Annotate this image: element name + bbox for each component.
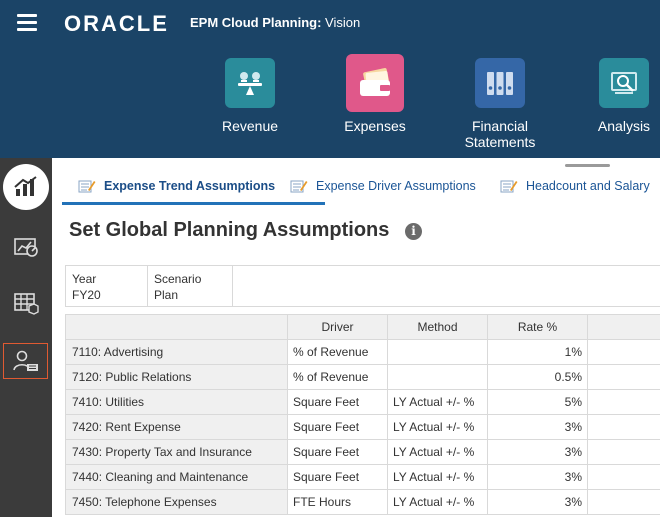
cell-rate[interactable]: 3% bbox=[487, 464, 588, 490]
grid-header-row: Driver Method Rate % bbox=[65, 314, 660, 340]
tab-2-label: Expense Driver Assumptions bbox=[316, 179, 476, 193]
pov-scenario[interactable]: Scenario Plan bbox=[148, 266, 233, 306]
chart-gauge-icon[interactable] bbox=[4, 228, 48, 266]
column-header-rate: Rate % bbox=[487, 314, 588, 340]
card-financial-statements[interactable]: Financial Statements bbox=[440, 58, 560, 150]
column-header-driver: Driver bbox=[287, 314, 388, 340]
pov-year-member: FY20 bbox=[72, 288, 101, 302]
card-analysis[interactable]: Analysis bbox=[564, 58, 660, 134]
cell-rate[interactable]: 3% bbox=[487, 414, 588, 440]
cell-empty bbox=[587, 489, 660, 515]
tab-1-label: Expense Trend Assumptions bbox=[104, 179, 276, 193]
top-header: ORACLE EPM Cloud Planning: Vision Revenu… bbox=[0, 0, 660, 158]
cell-empty bbox=[587, 364, 660, 390]
dashboard-home-icon[interactable] bbox=[3, 164, 49, 210]
form-edit-icon bbox=[290, 180, 308, 193]
cell-method[interactable]: LY Actual +/- % bbox=[387, 389, 488, 415]
cell-empty bbox=[587, 439, 660, 465]
pov-year[interactable]: Year FY20 bbox=[66, 266, 148, 306]
table-row: 7450: Telephone Expenses FTE Hours LY Actu… bbox=[65, 489, 660, 515]
cell-method[interactable] bbox=[387, 364, 488, 390]
table-row: 7420: Rent Expense Square Feet LY Actual +… bbox=[65, 414, 660, 440]
table-row: 7430: Property Tax and Insurance Square F… bbox=[65, 439, 660, 465]
app-title-name: Vision bbox=[321, 15, 361, 30]
user-settings-icon[interactable] bbox=[3, 343, 48, 379]
card-financial-label: Financial Statements bbox=[464, 118, 536, 150]
cell-method[interactable]: LY Actual +/- % bbox=[387, 464, 488, 490]
card-revenue[interactable]: Revenue bbox=[190, 58, 310, 134]
card-analysis-label: Analysis bbox=[597, 118, 651, 134]
cell-driver[interactable]: % of Revenue bbox=[287, 339, 388, 365]
menu-hamburger-icon[interactable] bbox=[17, 14, 37, 32]
table-row: 7410: Utilities Square Feet LY Actual +/- … bbox=[65, 389, 660, 415]
cell-driver[interactable]: FTE Hours bbox=[287, 489, 388, 515]
form-edit-icon bbox=[78, 180, 96, 193]
pov-scenario-member: Plan bbox=[154, 288, 179, 302]
tab-strip: Expense Trend Assumptions Expense Driver… bbox=[52, 158, 660, 206]
cell-empty bbox=[587, 389, 660, 415]
table-row: 7440: Cleaning and Maintenance Square Fee… bbox=[65, 464, 660, 490]
row-header-account: 7420: Rent Expense bbox=[65, 414, 288, 440]
form-edit-icon bbox=[500, 180, 518, 193]
cell-rate[interactable]: 5% bbox=[487, 389, 588, 415]
active-tab-indicator bbox=[62, 202, 325, 205]
table-row: 7120: Public Relations% of Revenue 0.5% bbox=[65, 364, 660, 390]
info-icon[interactable]: i bbox=[405, 223, 422, 240]
column-header-empty bbox=[587, 314, 660, 340]
assumptions-grid: Driver Method Rate % 7110: Advertising% … bbox=[65, 314, 660, 515]
row-header-account: 7430: Property Tax and Insurance bbox=[65, 439, 288, 465]
grid-cube-icon[interactable] bbox=[4, 284, 48, 322]
cell-rate[interactable]: 1% bbox=[487, 339, 588, 365]
cell-driver[interactable]: Square Feet bbox=[287, 389, 388, 415]
pov-scenario-dimension: Scenario bbox=[154, 272, 202, 286]
table-row: 7110: Advertising% of Revenue 1% bbox=[65, 339, 660, 365]
cell-driver[interactable]: % of Revenue bbox=[287, 364, 388, 390]
wallet-icon bbox=[346, 54, 404, 112]
row-header-account: 7120: Public Relations bbox=[65, 364, 288, 390]
left-rail bbox=[0, 158, 52, 517]
column-header-method: Method bbox=[387, 314, 488, 340]
tab-expense-driver-assumptions[interactable]: Expense Driver Assumptions bbox=[290, 178, 476, 194]
cell-rate[interactable]: 3% bbox=[487, 439, 588, 465]
grid-corner bbox=[65, 314, 288, 340]
app-title: EPM Cloud Planning: Vision bbox=[190, 15, 360, 30]
app-title-bold: EPM Cloud Planning: bbox=[190, 15, 322, 30]
card-revenue-label: Revenue bbox=[221, 118, 279, 134]
panel-drag-handle[interactable] bbox=[565, 164, 610, 167]
pov-year-dimension: Year bbox=[72, 272, 97, 286]
cell-driver[interactable]: Square Feet bbox=[287, 414, 388, 440]
row-header-account: 7450: Telephone Expenses bbox=[65, 489, 288, 515]
card-expenses-label: Expenses bbox=[344, 118, 406, 134]
tab-expense-trend-assumptions[interactable]: Expense Trend Assumptions bbox=[78, 178, 275, 194]
page-title: Set Global Planning Assumptions bbox=[69, 219, 390, 241]
row-header-account: 7440: Cleaning and Maintenance bbox=[65, 464, 288, 490]
cell-rate[interactable]: 3% bbox=[487, 489, 588, 515]
cell-driver[interactable]: Square Feet bbox=[287, 439, 388, 465]
analysis-icon bbox=[599, 58, 649, 108]
binders-icon bbox=[475, 58, 525, 108]
point-of-view-bar: Year FY20 Scenario Plan bbox=[65, 265, 660, 307]
cell-empty bbox=[587, 414, 660, 440]
card-expenses[interactable]: Expenses bbox=[315, 54, 435, 134]
cell-method[interactable] bbox=[387, 339, 488, 365]
oracle-logo: ORACLE bbox=[64, 11, 169, 36]
cell-driver[interactable]: Square Feet bbox=[287, 464, 388, 490]
cell-method[interactable]: LY Actual +/- % bbox=[387, 489, 488, 515]
scale-icon bbox=[225, 58, 275, 108]
row-header-account: 7410: Utilities bbox=[65, 389, 288, 415]
cell-empty bbox=[587, 464, 660, 490]
row-header-account: 7110: Advertising bbox=[65, 339, 288, 365]
cell-method[interactable]: LY Actual +/- % bbox=[387, 414, 488, 440]
cell-method[interactable]: LY Actual +/- % bbox=[387, 439, 488, 465]
tab-headcount-and-salary[interactable]: Headcount and Salary bbox=[500, 178, 650, 194]
cell-empty bbox=[587, 339, 660, 365]
tab-3-label: Headcount and Salary bbox=[526, 179, 650, 193]
cell-rate[interactable]: 0.5% bbox=[487, 364, 588, 390]
